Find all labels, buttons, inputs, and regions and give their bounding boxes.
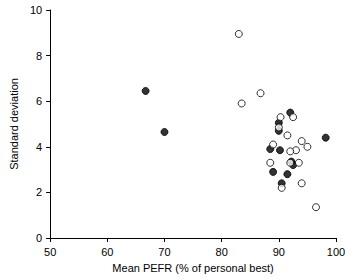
svg-text:80: 80 xyxy=(216,246,228,258)
svg-text:100: 100 xyxy=(327,246,345,258)
svg-text:8: 8 xyxy=(36,50,42,62)
svg-text:60: 60 xyxy=(101,246,113,258)
svg-text:90: 90 xyxy=(273,246,285,258)
svg-text:Mean PEFR (% of personal best): Mean PEFR (% of personal best) xyxy=(112,262,273,274)
svg-text:10: 10 xyxy=(30,4,42,16)
svg-text:4: 4 xyxy=(36,141,42,153)
svg-text:Standard deviation: Standard deviation xyxy=(8,78,20,170)
svg-text:70: 70 xyxy=(158,246,170,258)
svg-text:50: 50 xyxy=(44,246,56,258)
svg-text:2: 2 xyxy=(36,186,42,198)
svg-text:0: 0 xyxy=(36,232,42,244)
svg-text:6: 6 xyxy=(36,95,42,107)
